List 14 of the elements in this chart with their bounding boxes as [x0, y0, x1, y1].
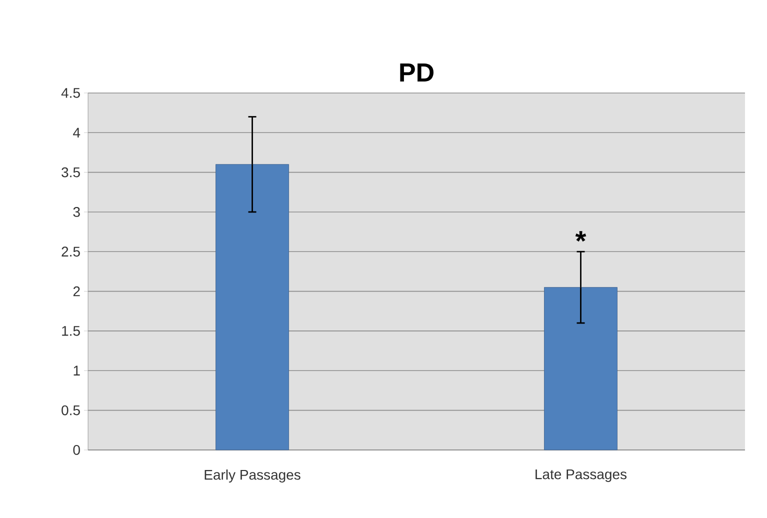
y-tick-label: 1	[74, 366, 80, 376]
y-tick-label: 2	[73, 286, 80, 296]
chart-title: PD	[400, 64, 434, 82]
y-tick-label: 2.5	[62, 246, 80, 257]
y-tick-label: 0.5	[62, 405, 80, 416]
y-tick-label: 4.5	[61, 88, 80, 98]
x-tick-label: Late Passages	[536, 470, 627, 482]
y-tick-label: 0	[73, 445, 80, 455]
y-tick-label: 4	[73, 128, 80, 138]
y-tick-label: 3	[73, 207, 80, 217]
x-tick-label: Early Passages	[204, 469, 300, 483]
y-tick-label: 3.5	[62, 167, 80, 178]
annotation: *	[575, 231, 586, 242]
y-tick-label: 1.5	[62, 326, 80, 336]
